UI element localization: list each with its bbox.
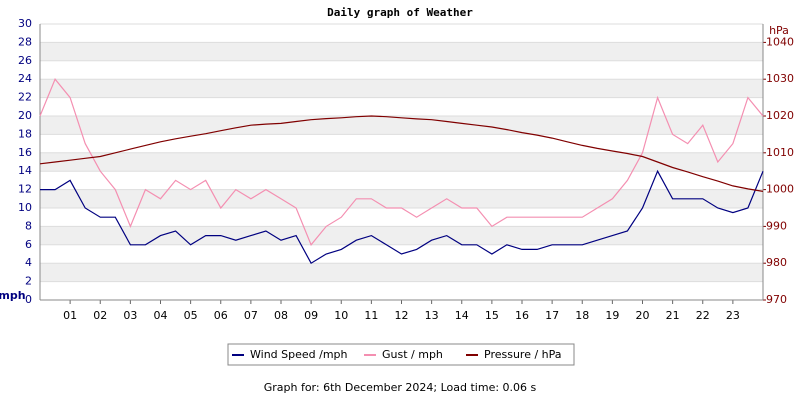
grid-band — [40, 42, 763, 61]
x-tick-label: 16 — [515, 309, 529, 322]
x-tick-label: 01 — [63, 309, 77, 322]
x-tick-label: 09 — [304, 309, 318, 322]
y-tick-label: 0 — [25, 293, 32, 306]
x-tick-label: 12 — [395, 309, 409, 322]
y-tick-label: 16 — [18, 146, 32, 159]
x-tick-label: 10 — [334, 309, 348, 322]
grid-band — [40, 152, 763, 172]
y-tick-label: 20 — [18, 109, 32, 122]
footer: Graph for: 6th December 2024; Load time:… — [264, 381, 537, 394]
y-tick-label: 10 — [18, 201, 32, 214]
series-line — [39, 115, 764, 192]
y2-tick-label: 1040 — [766, 35, 794, 48]
y-tick-label: 2 — [25, 275, 32, 288]
x-tick-label: 02 — [93, 309, 107, 322]
x-tick-label: 18 — [575, 309, 589, 322]
y-tick-label: 22 — [18, 91, 32, 104]
x-tick-label: 21 — [666, 309, 680, 322]
legend-label: Pressure / hPa — [484, 348, 562, 361]
y2-tick-label: 990 — [766, 219, 787, 232]
x-tick-label: 17 — [545, 309, 559, 322]
y-tick-label: 26 — [18, 54, 32, 67]
legend-label: Wind Speed /mph — [250, 348, 348, 361]
x-tick-label: 04 — [154, 309, 168, 322]
y-tick-label: 4 — [25, 256, 32, 269]
x-tick-label: 11 — [364, 309, 378, 322]
grid-band — [40, 79, 763, 98]
x-tick-label: 06 — [214, 309, 228, 322]
x-tick-label: 23 — [726, 309, 740, 322]
grid-band — [40, 226, 763, 245]
y-tick-label: 30 — [18, 17, 32, 30]
y2-axis-label: hPa — [769, 24, 789, 37]
x-tick-label: 07 — [244, 309, 258, 322]
chart-title: Daily graph of Weather — [327, 6, 473, 19]
x-tick-label: 20 — [636, 309, 650, 322]
grid-band — [40, 189, 763, 208]
legend-box — [227, 343, 575, 366]
y-tick-label: 12 — [18, 183, 32, 196]
x-tick-label: 22 — [696, 309, 710, 322]
x-tick-label: 19 — [605, 309, 619, 322]
grid-band — [40, 263, 763, 282]
y2-tick-label: 980 — [766, 256, 787, 269]
y2-tick-label: 1020 — [766, 109, 794, 122]
y2-tick-label: 970 — [766, 293, 787, 306]
y2-tick-label: 1010 — [766, 146, 794, 159]
series-line — [40, 169, 764, 265]
y-tick-label: 14 — [18, 164, 32, 177]
x-tick-label: 03 — [123, 309, 137, 322]
x-tick-label: 14 — [455, 309, 469, 322]
y-tick-label: 28 — [18, 35, 32, 48]
y-tick-label: 6 — [25, 238, 32, 251]
x-tick-label: 08 — [274, 309, 288, 322]
y-tick-label: 24 — [18, 72, 32, 85]
y-axis-label: mph — [0, 289, 26, 302]
legend-label: Gust / mph — [382, 348, 443, 361]
y2-tick-label: 1030 — [766, 72, 794, 85]
y2-tick-label: 1000 — [766, 183, 794, 196]
series-line — [39, 78, 764, 246]
x-tick-label: 05 — [184, 309, 198, 322]
x-tick-label: 13 — [425, 309, 439, 322]
y-tick-label: 8 — [25, 219, 32, 232]
grid-band — [40, 116, 763, 135]
y-tick-label: 18 — [18, 127, 32, 140]
x-tick-label: 15 — [485, 309, 499, 322]
